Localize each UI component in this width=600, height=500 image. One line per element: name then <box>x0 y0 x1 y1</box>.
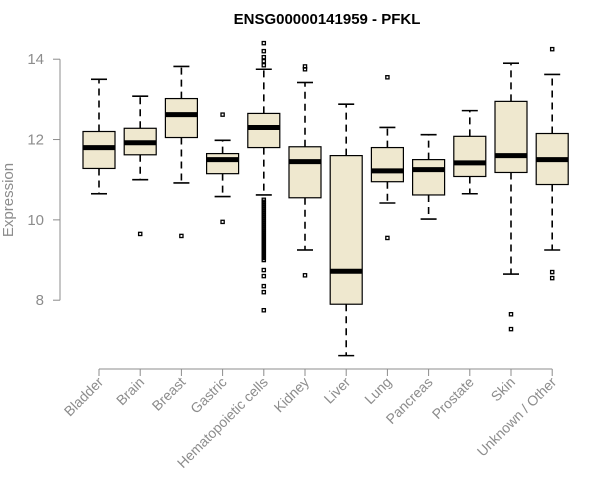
y-tick-label: 14 <box>27 51 44 68</box>
outlier-point <box>261 307 267 313</box>
outlier-point <box>385 235 390 241</box>
outlier-point <box>261 54 267 60</box>
x-tick-label: Breast <box>149 374 189 414</box>
outlier-point <box>508 312 514 317</box>
outlier-point <box>508 326 514 332</box>
box-group <box>412 133 446 220</box>
box-group <box>247 40 281 313</box>
box-group <box>82 78 116 195</box>
outlier-point <box>549 269 555 275</box>
box-group <box>164 65 198 239</box>
box-group <box>329 103 363 357</box>
y-tick-label: 10 <box>27 212 44 229</box>
y-tick-label: 8 <box>36 292 44 309</box>
box-group <box>494 62 528 332</box>
outlier-point <box>549 46 555 52</box>
box-group <box>370 75 404 241</box>
iqr-box <box>412 159 446 196</box>
outlier-point <box>220 219 225 225</box>
box-group <box>288 64 322 278</box>
iqr-box <box>453 135 487 178</box>
outlier-point <box>549 275 555 281</box>
x-tick-label: Liver <box>321 374 354 407</box>
outlier-point <box>179 233 184 239</box>
x-tick-label: Lung <box>361 374 394 407</box>
outlier-point <box>261 283 267 289</box>
y-tick-label: 12 <box>27 132 44 149</box>
outlier-point <box>261 273 267 279</box>
outlier-point <box>302 273 308 278</box>
x-tick-label: Prostate <box>429 374 477 422</box>
outlier-point <box>261 257 267 263</box>
outlier-point <box>220 112 225 117</box>
box-group <box>206 112 240 225</box>
iqr-box <box>164 97 198 139</box>
box-group <box>453 109 487 195</box>
x-tick-label: Brain <box>113 374 147 408</box>
x-tick-label: Bladder <box>61 374 107 420</box>
iqr-box <box>494 100 528 174</box>
outlier-point <box>261 267 267 273</box>
chart-title: ENSG00000141959 - PFKL <box>234 11 421 28</box>
iqr-box <box>370 146 404 183</box>
iqr-box <box>329 155 363 305</box>
outlier-point <box>261 40 267 46</box>
outlier-point <box>261 48 267 54</box>
y-axis-label: Expression <box>0 163 17 237</box>
x-tick-label: Skin <box>488 374 519 405</box>
outlier-point <box>261 62 267 68</box>
outlier-point <box>385 75 390 80</box>
box-group <box>535 46 569 281</box>
iqr-box <box>206 152 240 175</box>
box-group <box>123 95 157 237</box>
box-series <box>82 40 569 357</box>
outlier-point <box>261 58 267 64</box>
iqr-box <box>247 112 281 149</box>
outlier-point <box>302 66 308 72</box>
outlier-point <box>137 231 143 237</box>
y-axis: 8 10 12 14 <box>27 51 61 309</box>
iqr-box <box>288 146 322 199</box>
outlier-point <box>261 289 267 295</box>
x-tick-label: Kidney <box>271 374 313 416</box>
